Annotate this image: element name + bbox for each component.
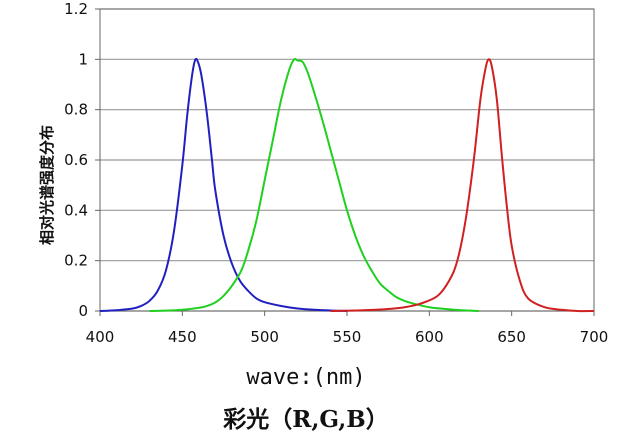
series-line-2	[330, 58, 595, 313]
y-tick-label: 1.2	[64, 0, 88, 18]
x-tick-label: 650	[497, 328, 526, 346]
y-tick-label: 0.2	[64, 252, 88, 270]
x-tick-label: 400	[86, 328, 115, 346]
x-tick-label: 600	[415, 328, 444, 346]
series-line-0	[99, 57, 348, 312]
x-axis-ticks: 400 450 500 550 600 650 700	[86, 311, 609, 346]
series-line-1	[149, 57, 479, 312]
x-tick-label: 700	[580, 328, 609, 346]
y-tick-label: 1	[78, 50, 88, 68]
series-layer	[99, 57, 595, 313]
y-axis-label: 相对光谱强度分布	[38, 125, 56, 245]
x-tick-label: 500	[250, 328, 279, 346]
y-tick-label: 0.8	[64, 101, 88, 119]
y-tick-label: 0.4	[64, 201, 88, 219]
y-tick-label: 0.6	[64, 151, 88, 169]
y-tick-label: 0	[78, 302, 88, 320]
grid-lines	[100, 8, 594, 312]
y-axis-ticks: 0 0.2 0.4 0.6 0.8 1 1.2	[64, 0, 100, 320]
x-tick-label: 450	[168, 328, 197, 346]
x-axis-label: wave:(nm)	[246, 365, 365, 390]
chart-caption: 彩光（R,G,B）	[222, 406, 388, 433]
x-tick-label: 550	[333, 328, 362, 346]
